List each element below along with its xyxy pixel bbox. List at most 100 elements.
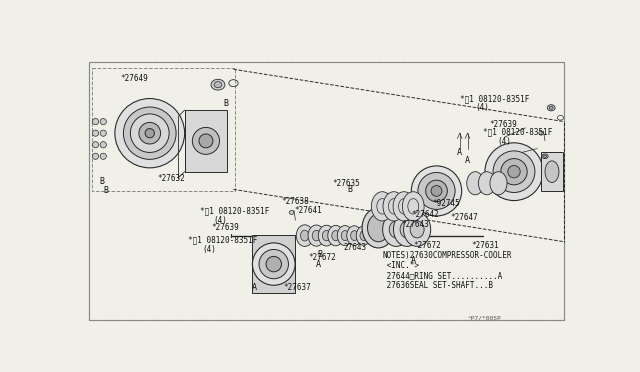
Ellipse shape [312,230,321,241]
Text: A: A [316,260,321,269]
Ellipse shape [393,192,415,221]
Polygon shape [90,62,564,320]
Text: B: B [223,99,228,108]
Text: NOTES)27630COMPRESSOR-COOLER: NOTES)27630COMPRESSOR-COOLER [382,251,512,260]
Text: *27637: *27637 [283,283,311,292]
Text: *27631: *27631 [472,241,499,250]
Ellipse shape [400,221,414,238]
Text: *27672: *27672 [413,241,441,250]
Ellipse shape [478,172,495,195]
Text: *27632: *27632 [157,174,185,183]
Ellipse shape [115,99,184,168]
Ellipse shape [347,226,362,246]
Ellipse shape [367,214,389,242]
Ellipse shape [199,134,213,148]
Ellipse shape [301,230,309,241]
Ellipse shape [289,211,294,214]
Ellipse shape [404,212,431,246]
Text: *27672: *27672 [308,253,337,262]
Bar [184,110,227,172]
Ellipse shape [362,208,395,248]
Text: A: A [465,155,470,165]
Ellipse shape [545,161,559,183]
Ellipse shape [100,119,106,125]
Text: A: A [457,148,462,157]
Text: *27649: *27649 [120,74,148,83]
Ellipse shape [332,231,340,241]
Ellipse shape [308,225,324,246]
Ellipse shape [543,155,547,157]
Ellipse shape [124,107,176,159]
Text: B: B [317,250,323,259]
Ellipse shape [341,231,349,241]
Ellipse shape [92,119,99,125]
Bar [252,235,296,294]
Bar [541,153,563,191]
Ellipse shape [547,105,555,111]
Ellipse shape [100,142,106,148]
Text: <INC.*>: <INC.*> [382,261,419,270]
Ellipse shape [431,186,442,196]
Ellipse shape [418,173,455,209]
Ellipse shape [296,225,313,246]
Ellipse shape [371,192,393,221]
Ellipse shape [426,180,447,202]
Text: *27643: *27643 [402,220,429,229]
Text: *27639: *27639 [212,223,239,232]
Text: B: B [103,186,108,195]
Text: (4): (4) [497,137,511,146]
Text: (4): (4) [476,103,489,112]
Ellipse shape [259,250,289,279]
Text: B: B [99,177,104,186]
Ellipse shape [539,131,543,135]
Ellipse shape [100,130,106,136]
Text: *⑂1 08120-8351F: *⑂1 08120-8351F [200,206,269,215]
Ellipse shape [394,212,420,246]
Text: *⑂1 08120-8351F: *⑂1 08120-8351F [189,235,258,245]
Ellipse shape [501,158,527,185]
Text: *27638: *27638 [282,197,309,206]
Ellipse shape [323,230,330,241]
Ellipse shape [139,122,161,144]
Ellipse shape [92,153,99,159]
Ellipse shape [383,212,410,246]
Ellipse shape [467,172,484,195]
Ellipse shape [131,114,169,153]
Ellipse shape [266,256,282,272]
Text: A: A [252,283,257,292]
Ellipse shape [493,151,535,192]
Ellipse shape [92,130,99,136]
Text: *92745: *92745 [433,199,460,208]
Ellipse shape [193,128,220,154]
Ellipse shape [389,221,403,238]
Ellipse shape [100,153,106,159]
Text: *27635: *27635 [332,179,360,188]
Text: *⑂1 08120-8351F: *⑂1 08120-8351F [460,95,529,104]
Text: (4): (4) [202,245,216,254]
Ellipse shape [412,166,461,216]
Ellipse shape [356,226,371,245]
Text: ^P7/*005P: ^P7/*005P [467,316,501,321]
Text: *27642: *27642 [412,210,440,219]
Ellipse shape [328,225,344,246]
Ellipse shape [211,79,225,90]
Ellipse shape [508,166,520,178]
Ellipse shape [549,106,553,109]
Text: *27641: *27641 [294,206,322,215]
Text: *27647: *27647 [451,212,478,221]
Ellipse shape [383,192,404,221]
Text: *⑂1 08120-8351F: *⑂1 08120-8351F [483,128,552,137]
Ellipse shape [351,231,358,241]
Text: 27643: 27643 [344,243,367,252]
Ellipse shape [266,256,282,272]
Text: A: A [411,256,416,265]
Ellipse shape [485,143,543,201]
Text: (4): (4) [213,216,227,225]
Text: 27636SEAL SET-SHAFT...B: 27636SEAL SET-SHAFT...B [382,281,493,290]
Ellipse shape [360,231,367,240]
Ellipse shape [490,172,507,195]
Ellipse shape [145,129,154,138]
Ellipse shape [252,243,295,285]
Ellipse shape [410,221,424,238]
Ellipse shape [214,81,222,88]
